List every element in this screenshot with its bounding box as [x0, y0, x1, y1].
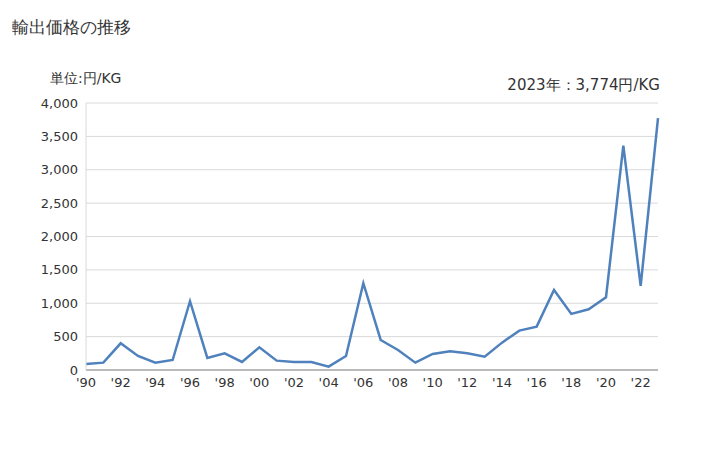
- svg-text:'18: '18: [561, 375, 581, 390]
- svg-text:'12: '12: [457, 375, 477, 390]
- svg-text:2,000: 2,000: [41, 229, 78, 244]
- svg-text:500: 500: [53, 329, 78, 344]
- svg-text:'94: '94: [145, 375, 165, 390]
- svg-text:'10: '10: [423, 375, 443, 390]
- svg-text:'14: '14: [492, 375, 512, 390]
- svg-text:2,500: 2,500: [41, 196, 78, 211]
- svg-text:'06: '06: [353, 375, 373, 390]
- svg-text:'96: '96: [180, 375, 200, 390]
- html-text:輸出価格の推移: 輸出価格の推移: [12, 17, 131, 37]
- html-text:単位:円/KG: 単位:円/KG: [50, 70, 122, 86]
- svg-text:'90: '90: [76, 375, 96, 390]
- svg-text:'20: '20: [596, 375, 616, 390]
- svg-text:'00: '00: [249, 375, 269, 390]
- svg-text:3,000: 3,000: [41, 162, 78, 177]
- svg-text:'22: '22: [631, 375, 651, 390]
- html-text:2023年：3,774円/KG: 2023年：3,774円/KG: [507, 76, 660, 94]
- svg-text:0: 0: [70, 363, 78, 378]
- svg-text:'16: '16: [527, 375, 547, 390]
- svg-text:1,000: 1,000: [41, 296, 78, 311]
- svg-text:'02: '02: [284, 375, 304, 390]
- svg-text:4,000: 4,000: [41, 96, 78, 111]
- svg-text:3,500: 3,500: [41, 129, 78, 144]
- svg-text:'98: '98: [215, 375, 235, 390]
- svg-text:'04: '04: [319, 375, 339, 390]
- svg-text:'08: '08: [388, 375, 408, 390]
- svg-text:1,500: 1,500: [41, 262, 78, 277]
- svg-text:'92: '92: [111, 375, 131, 390]
